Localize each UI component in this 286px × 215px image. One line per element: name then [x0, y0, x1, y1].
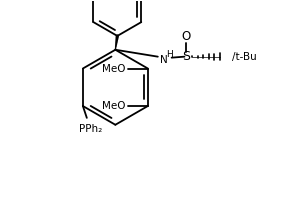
- Text: /t-Bu: /t-Bu: [232, 52, 257, 62]
- Text: H: H: [166, 50, 172, 59]
- Text: PPh₂: PPh₂: [79, 124, 102, 134]
- Text: MeO: MeO: [102, 63, 125, 74]
- Text: O: O: [182, 31, 191, 43]
- Text: MeO: MeO: [102, 101, 125, 111]
- Text: S: S: [182, 50, 190, 63]
- Text: N: N: [160, 55, 168, 65]
